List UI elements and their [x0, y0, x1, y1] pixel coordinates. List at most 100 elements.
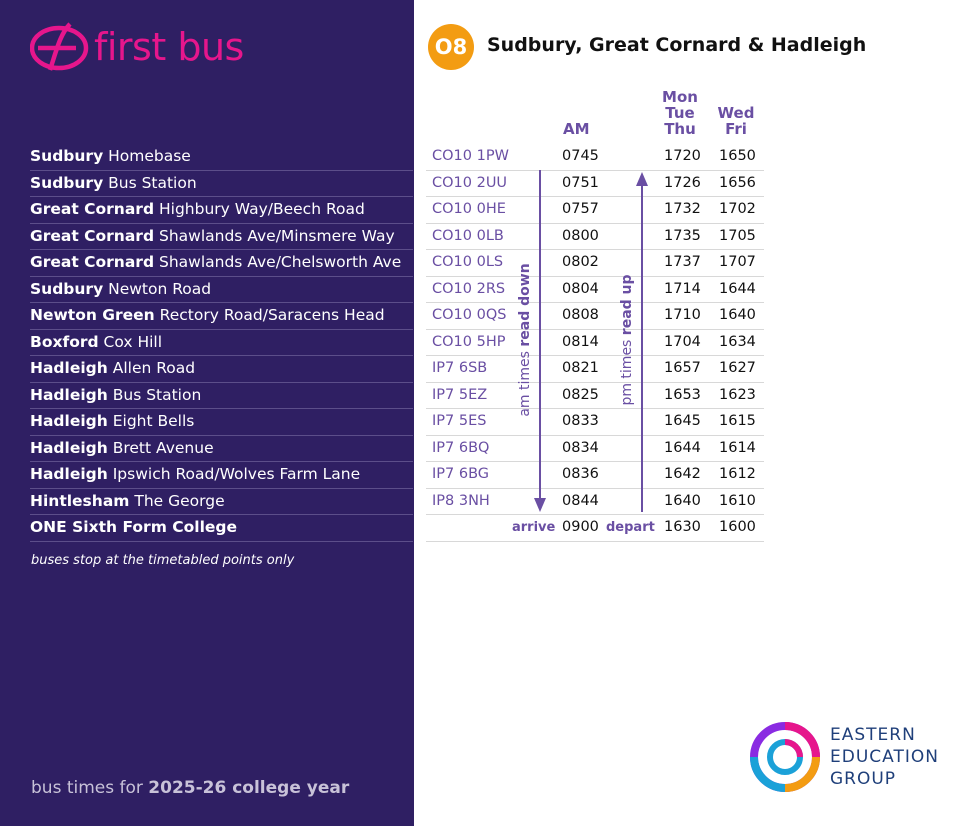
stop-row: Boxford Cox Hill	[30, 330, 413, 356]
wed-fri-time-cell: 1650	[719, 148, 756, 164]
am-time-cell: 0804	[562, 280, 599, 297]
wed-fri-time-cell: 1702	[719, 201, 756, 217]
timetable-row: CO10 1PW 0745 1720 1650	[426, 144, 764, 171]
am-column-header: AM	[563, 120, 590, 138]
am-time-cell: 0836	[562, 466, 599, 482]
stop-town: Sudbury	[30, 147, 104, 165]
mon-tue-thu-time-cell: 1714	[664, 280, 701, 297]
route-title: Sudbury, Great Cornard & Hadleigh	[487, 34, 867, 56]
stop-town: Hintlesham	[30, 491, 130, 510]
postcode-cell: CO10 5HP	[432, 333, 506, 350]
eastern-education-group-logo: EASTERN EDUCATION GROUP	[750, 722, 939, 792]
stop-row: Hadleigh Allen Road	[30, 356, 413, 383]
stop-place: Bus Station	[108, 173, 197, 192]
eeg-line: EASTERN	[830, 725, 916, 745]
am-time-cell: 0900	[562, 519, 599, 535]
postcode-cell: IP7 6BQ	[432, 439, 490, 456]
stop-town: Hadleigh	[30, 412, 108, 430]
am-time-cell: 0834	[562, 439, 599, 456]
stop-row: Newton Green Rectory Road/Saracens Head	[30, 303, 413, 330]
wed-fri-time-cell: 1600	[719, 519, 756, 535]
postcode-cell: CO10 2RS	[432, 280, 506, 297]
stop-town: Newton Green	[30, 306, 155, 324]
stop-row: Hadleigh Bus Station	[30, 383, 413, 409]
wed-fri-time-cell: 1705	[719, 227, 756, 244]
stop-place: Ipswich Road/Wolves Farm Lane	[112, 465, 361, 483]
stop-town: Sudbury	[30, 173, 104, 192]
wed-fri-time-cell: 1615	[719, 413, 756, 429]
wed-fri-column-header: Wed Fri	[716, 105, 756, 137]
postcode-cell: CO10 0LS	[432, 254, 504, 270]
mon-tue-thu-time-cell: 1720	[664, 148, 701, 164]
postcode-cell: IP7 6SB	[432, 360, 488, 376]
eeg-wordmark: EASTERN EDUCATION GROUP	[830, 724, 939, 790]
stop-sidebar: first bus Sudbury Homebase Sudbury Bus St…	[0, 0, 414, 826]
mon-tue-thu-time-cell: 1704	[664, 333, 701, 350]
wed-fri-time-cell: 1707	[719, 254, 756, 270]
route-number-badge: O8	[428, 24, 474, 70]
header-day: Wed	[717, 104, 755, 122]
stop-town: Boxford	[30, 332, 99, 351]
stop-town: Hadleigh	[30, 438, 108, 457]
mon-tue-thu-time-cell: 1737	[664, 254, 701, 270]
stop-row: Hadleigh Brett Avenue	[30, 436, 413, 462]
am-time-cell: 0844	[562, 492, 599, 509]
timetable-note: buses stop at the timetabled points only	[31, 553, 295, 568]
postcode-cell: CO10 0LB	[432, 227, 504, 244]
mon-tue-thu-time-cell: 1645	[664, 413, 701, 429]
timetable-row: IP7 6BQ 0834 1644 1614	[426, 436, 764, 462]
stop-row-final: ONE Sixth Form College	[30, 515, 413, 542]
header-day: Tue	[665, 104, 695, 122]
mon-tue-thu-time-cell: 1630	[664, 519, 701, 535]
header-day: Mon	[662, 88, 698, 106]
stop-place: Rectory Road/Saracens Head	[159, 306, 385, 324]
mon-tue-thu-time-cell: 1710	[664, 307, 701, 323]
timetable-row: CO10 0LS 0802 1737 1707	[426, 250, 764, 277]
final-stop-name: ONE Sixth Form College	[30, 518, 238, 536]
postcode-cell: IP7 6BG	[432, 466, 490, 482]
timetable-row-final: arrive 0900 depart 1630 1600	[426, 515, 764, 542]
stop-place: Shawlands Ave/Minsmere Way	[158, 226, 395, 245]
wed-fri-time-cell: 1623	[719, 386, 756, 403]
am-time-cell: 0802	[562, 254, 599, 270]
pm-direction-prefix: pm times	[619, 335, 635, 406]
wed-fri-time-cell: 1644	[719, 280, 756, 297]
postcode-cell: CO10 0QS	[432, 307, 507, 323]
mon-tue-thu-time-cell: 1735	[664, 227, 701, 244]
am-time-cell: 0757	[562, 201, 599, 217]
stop-row: Sudbury Homebase	[30, 144, 413, 171]
stop-place: Homebase	[108, 147, 191, 165]
stop-row: Hintlesham The George	[30, 489, 413, 515]
stop-town: Great Cornard	[30, 253, 155, 271]
stop-row: Hadleigh Ipswich Road/Wolves Farm Lane	[30, 462, 413, 489]
mon-tue-thu-time-cell: 1644	[664, 439, 701, 456]
mon-tue-thu-time-cell: 1732	[664, 201, 701, 217]
timetable-row: CO10 0LB 0800 1735 1705	[426, 224, 764, 250]
stop-place: Highbury Way/Beech Road	[158, 200, 365, 218]
stop-town: Hadleigh	[30, 465, 108, 483]
am-time-cell: 0814	[562, 333, 599, 350]
postcode-cell: CO10 0HE	[432, 201, 506, 217]
stop-row: Great Cornard Highbury Way/Beech Road	[30, 197, 413, 224]
stop-place: Eight Bells	[112, 412, 195, 430]
stop-town: Hadleigh	[30, 385, 108, 404]
wed-fri-time-cell: 1610	[719, 492, 756, 509]
timetable-row: IP7 5ES 0833 1645 1615	[426, 409, 764, 436]
pm-read-up-label: pm times read up	[619, 274, 635, 405]
am-direction-prefix: am times	[517, 346, 533, 417]
am-time-cell: 0821	[562, 360, 599, 376]
footer-caption: bus times for 2025-26 college year	[31, 778, 349, 798]
timetable-row: CO10 2RS 0804 1714 1644	[426, 277, 764, 303]
eeg-line: EDUCATION	[830, 747, 939, 767]
am-direction-emph: read down	[517, 263, 533, 347]
mon-tue-thu-time-cell: 1726	[664, 174, 701, 191]
mon-tue-thu-time-cell: 1640	[664, 492, 701, 509]
timetable-row: CO10 0QS 0808 1710 1640	[426, 303, 764, 330]
stop-place: Cox Hill	[103, 332, 163, 351]
stop-place: Newton Road	[108, 279, 212, 298]
stop-row: Great Cornard Shawlands Ave/Chelsworth A…	[30, 250, 413, 277]
stop-row: Great Cornard Shawlands Ave/Minsmere Way	[30, 224, 413, 250]
stop-town: Great Cornard	[30, 200, 155, 218]
first-bus-swoosh-icon	[30, 22, 89, 71]
stop-town: Sudbury	[30, 279, 104, 298]
